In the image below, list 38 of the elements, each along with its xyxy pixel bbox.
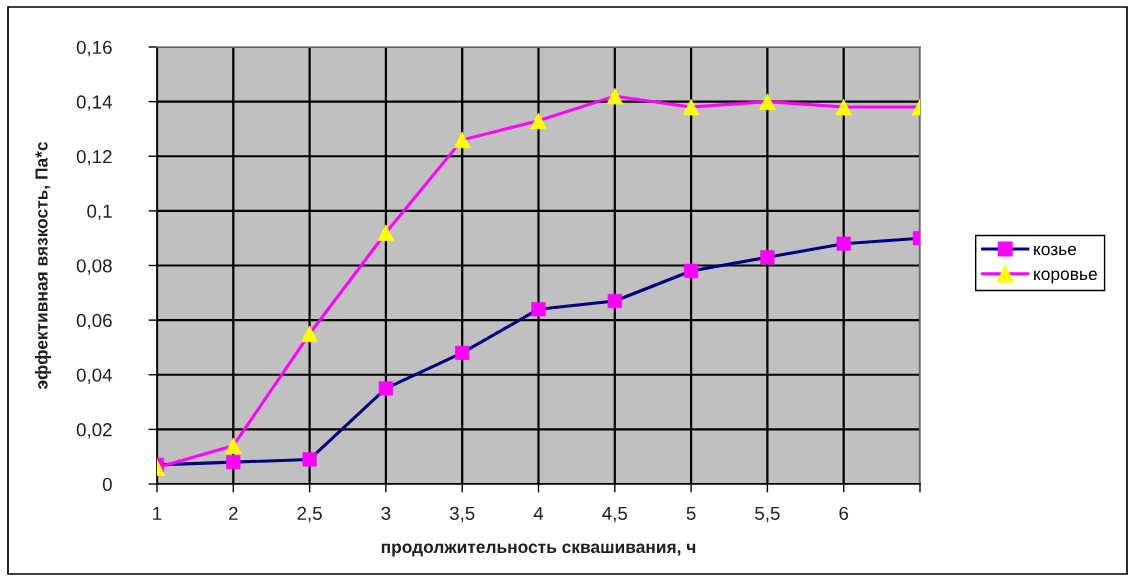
point: [225, 437, 242, 455]
point: [378, 381, 394, 396]
y-tick-label: 0,04: [76, 368, 113, 384]
point: [683, 263, 699, 279]
legend-label: коровье: [1034, 270, 1097, 284]
x-tick-label: 5: [686, 506, 696, 520]
point: [455, 345, 470, 361]
point: [226, 455, 241, 470]
legend-label: козье: [1034, 245, 1077, 256]
point: [607, 293, 622, 309]
point: [301, 325, 318, 343]
point: [453, 131, 471, 149]
x-axis-title: продолжительность сквашивания, ч: [381, 543, 696, 557]
y-tick-label: 0,08: [76, 259, 112, 275]
x-tick-label: 4,5: [602, 506, 628, 523]
y-tick-label: 0,12: [76, 149, 112, 166]
point: [759, 93, 776, 110]
y-axis-title: эффективная вязкость, Па*с: [34, 141, 52, 390]
y-tick-label: 0,16: [76, 40, 112, 57]
x-tick-label: 1: [153, 506, 162, 520]
point: [531, 302, 546, 317]
x-tick-label: 5,5: [755, 506, 780, 523]
x-tick-label: 2: [229, 506, 238, 520]
y-tick-label: 0,02: [76, 423, 112, 439]
y-tick-label: 0: [102, 477, 112, 491]
point: [530, 112, 547, 130]
point: [606, 87, 624, 105]
x-tick-label: 4: [533, 506, 544, 520]
point: [682, 98, 700, 116]
point: [835, 98, 852, 116]
x-tick-label: 2,5: [297, 506, 322, 523]
x-tick-label: 3: [381, 506, 391, 520]
x-tick-label: 3,5: [449, 506, 475, 523]
x-tick-label: 6: [839, 506, 849, 520]
y-tick-label: 0,1: [87, 204, 112, 221]
point: [377, 224, 395, 241]
y-tick-label: 0,14: [76, 95, 113, 111]
y-tick-label: 0,06: [76, 313, 112, 330]
